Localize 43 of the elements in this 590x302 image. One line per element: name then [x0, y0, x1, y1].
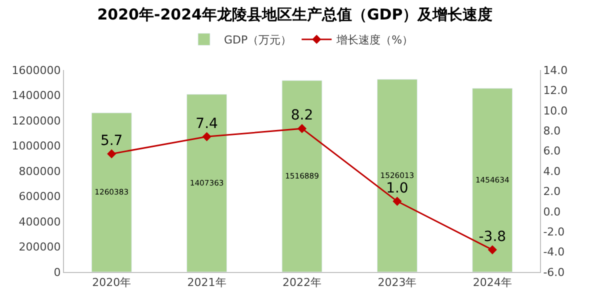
y2-tick-label: 2.0	[543, 185, 561, 198]
y2-tick-label: -6.0	[543, 266, 565, 279]
y2-tick-label: 14.0	[543, 64, 568, 77]
y-tick-label: 200000	[18, 240, 61, 254]
point	[202, 132, 212, 142]
bar	[186, 94, 228, 272]
point	[392, 196, 402, 206]
data-label: 8.2	[290, 108, 314, 124]
y2-tick-label: 8.0	[543, 124, 561, 138]
data-label: 1.0	[386, 180, 408, 196]
y2-tick-label: 10.0	[543, 104, 568, 118]
bar	[282, 80, 322, 272]
point	[107, 149, 116, 158]
chart-title: 2020年-2024年龙陵县地区生产总值（GDP）及增长速度	[97, 6, 493, 24]
y2-tick-label: 12.0	[543, 84, 568, 98]
bar	[91, 112, 132, 272]
y2-tick-label: -2.0	[543, 225, 565, 238]
data-label: 5.7	[100, 132, 123, 149]
y2-tick-label: 4.0	[543, 164, 561, 178]
data-label: 7.4	[196, 116, 218, 132]
bar	[472, 88, 513, 272]
x-tick-label: 2024年	[472, 276, 512, 290]
x-tick-label: 2020年	[92, 276, 132, 290]
legend-label: GDP（万元）	[224, 34, 292, 47]
bar	[376, 79, 418, 272]
y-tick-label: 1400000	[12, 89, 61, 102]
x-tick-label: 2022年	[282, 276, 322, 290]
y-tick-label: 0	[54, 266, 61, 279]
y2-tick-label: 6.0	[543, 144, 561, 158]
y-tick-label: 1600000	[12, 64, 61, 77]
point	[488, 245, 497, 254]
legend-label: 增长速度（%）	[336, 34, 414, 47]
x-tick-label: 2021年	[187, 276, 226, 290]
point	[297, 124, 307, 134]
x-tick-label: 2023年	[378, 276, 417, 290]
y-tick-label: 400000	[18, 215, 61, 228]
y-tick-label: 1200000	[12, 114, 61, 128]
data-label: -3.8	[478, 228, 506, 245]
y2-tick-label: -4.0	[543, 246, 565, 259]
y-tick-label: 600000	[18, 190, 61, 204]
y2-tick-label: 0.0	[543, 205, 561, 218]
y-tick-label: 800000	[18, 164, 61, 178]
y-tick-label: 1000000	[12, 140, 61, 153]
